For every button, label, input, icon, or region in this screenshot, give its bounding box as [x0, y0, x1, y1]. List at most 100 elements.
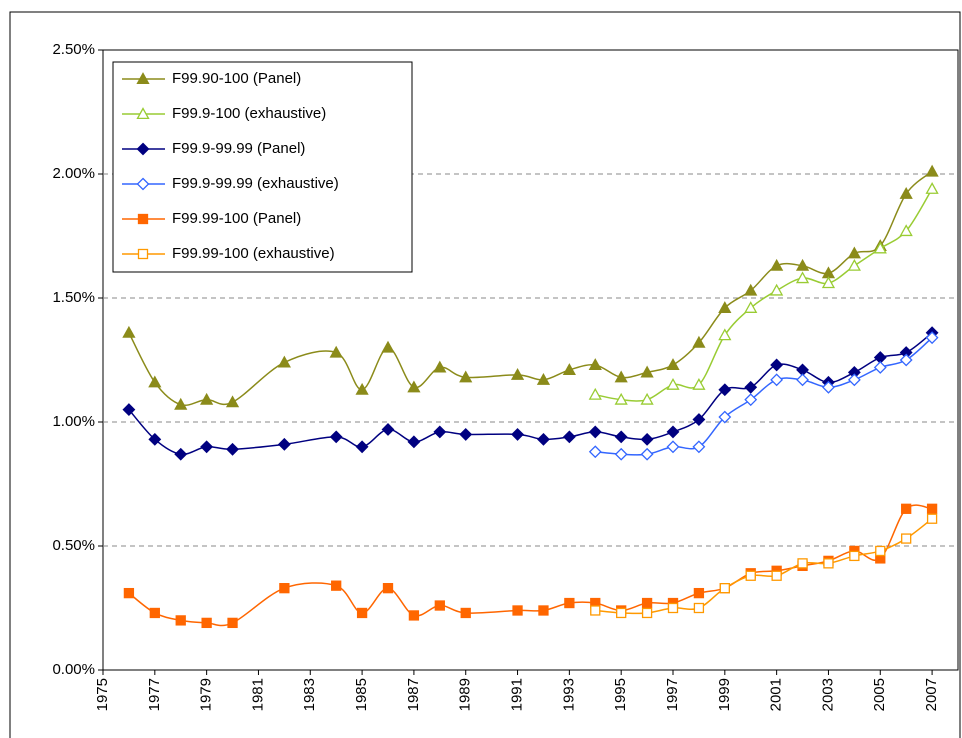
series: [122, 326, 939, 461]
marker: [148, 432, 162, 446]
marker: [200, 392, 214, 405]
marker: [329, 430, 343, 444]
marker: [796, 373, 809, 387]
marker: [692, 413, 706, 426]
y-tick-label: 0.50%: [52, 537, 95, 554]
marker: [510, 368, 525, 380]
marker: [588, 387, 602, 400]
marker: [823, 558, 834, 569]
marker: [355, 440, 369, 454]
x-tick-label: 1991: [509, 678, 526, 711]
marker: [795, 271, 810, 284]
marker: [744, 283, 758, 296]
marker: [641, 607, 653, 619]
marker: [408, 610, 420, 621]
marker: [460, 607, 471, 619]
marker: [692, 377, 706, 390]
marker: [562, 430, 576, 444]
marker: [925, 331, 939, 345]
marker: [770, 373, 784, 387]
marker: [901, 533, 912, 544]
series: [590, 513, 938, 619]
x-tick-label: 1989: [457, 678, 474, 711]
marker: [459, 370, 473, 383]
marker: [718, 410, 732, 424]
x-tick-label: 1997: [664, 678, 681, 711]
marker: [771, 570, 782, 581]
marker: [588, 445, 602, 459]
marker: [536, 373, 551, 385]
marker: [770, 283, 784, 296]
marker: [693, 587, 705, 599]
marker: [614, 370, 628, 383]
marker: [277, 437, 291, 451]
marker: [433, 360, 447, 373]
marker: [355, 382, 369, 395]
marker: [175, 615, 186, 626]
marker: [588, 358, 602, 371]
marker: [797, 558, 808, 569]
marker: [901, 503, 912, 514]
marker: [899, 224, 913, 237]
marker: [136, 142, 150, 156]
x-tick-label: 1987: [405, 678, 422, 711]
marker: [136, 107, 150, 120]
x-tick-label: 1999: [716, 678, 733, 711]
marker: [277, 355, 291, 368]
marker: [719, 583, 730, 594]
marker: [174, 397, 188, 410]
y-tick-label: 2.00%: [52, 165, 95, 182]
marker: [744, 380, 758, 394]
legend: F99.90-100 (Panel) F99.9-100 (exhaustive)…: [112, 61, 413, 273]
marker: [873, 241, 887, 254]
x-tick-label: 1993: [560, 678, 577, 711]
marker: [137, 213, 149, 225]
marker: [174, 447, 188, 461]
marker: [640, 432, 654, 446]
marker: [925, 182, 939, 194]
marker: [614, 392, 628, 405]
marker: [849, 550, 860, 562]
marker: [745, 570, 756, 581]
series: [588, 331, 939, 461]
marker: [640, 365, 654, 378]
marker: [770, 358, 784, 372]
marker: [122, 403, 136, 417]
marker: [331, 580, 342, 591]
legend-label: F99.9-100 (exhaustive): [172, 105, 326, 122]
marker: [616, 607, 627, 619]
x-tick-label: 1977: [146, 678, 163, 711]
x-tick-label: 2005: [871, 678, 888, 711]
marker: [407, 435, 421, 449]
marker: [537, 432, 550, 446]
marker: [641, 597, 653, 609]
marker: [225, 395, 240, 408]
marker: [136, 177, 150, 191]
marker: [666, 358, 680, 371]
marker: [434, 600, 445, 611]
x-tick-label: 1983: [301, 678, 318, 711]
marker: [666, 377, 680, 390]
marker: [667, 602, 679, 614]
marker: [407, 380, 421, 393]
marker: [381, 340, 395, 353]
marker: [356, 607, 368, 619]
legend-label: F99.9-99.99 (Panel): [172, 140, 305, 157]
marker: [822, 380, 835, 394]
marker: [847, 373, 861, 387]
marker: [512, 605, 523, 616]
marker: [770, 258, 784, 271]
legend-box: [112, 61, 413, 273]
marker: [381, 423, 395, 436]
marker: [511, 427, 524, 441]
marker: [382, 583, 394, 594]
marker: [873, 361, 887, 374]
y-tick-label: 2.50%: [52, 41, 95, 58]
marker: [926, 513, 938, 524]
y-tick-label: 0.00%: [52, 661, 95, 678]
x-tick-label: 1981: [249, 678, 266, 711]
marker: [666, 425, 680, 439]
marker: [744, 393, 758, 407]
